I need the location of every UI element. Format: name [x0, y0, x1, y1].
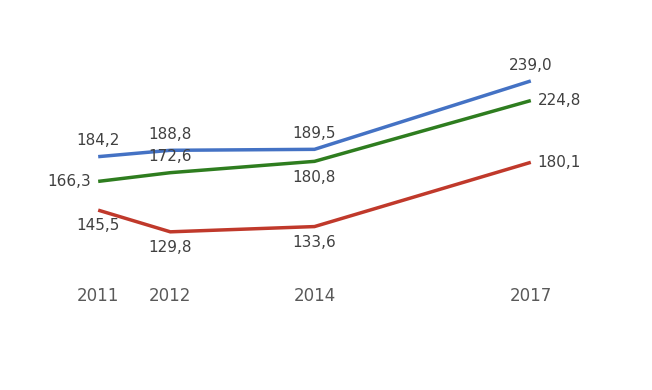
Wendy's	[166, 229, 174, 234]
Wendy's	[95, 208, 102, 213]
Text: 184,2: 184,2	[76, 133, 120, 148]
Text: 189,5: 189,5	[293, 126, 336, 141]
Text: 239,0: 239,0	[509, 58, 553, 73]
Line: Industry's average: Industry's average	[98, 101, 531, 181]
Text: 145,5: 145,5	[76, 218, 120, 234]
Industry's average	[166, 170, 174, 175]
Line: McDonald's: McDonald's	[98, 81, 531, 157]
Text: 188,8: 188,8	[149, 127, 192, 142]
Industry's average	[527, 98, 535, 103]
McDonald's	[527, 79, 535, 83]
Text: 224,8: 224,8	[538, 93, 581, 108]
Wendy's	[527, 160, 535, 165]
Text: 166,3: 166,3	[48, 174, 91, 189]
Industry's average	[310, 159, 318, 164]
Text: 133,6: 133,6	[293, 235, 336, 250]
Text: 180,8: 180,8	[293, 170, 336, 185]
McDonald's	[95, 154, 102, 159]
Industry's average	[95, 179, 102, 184]
Wendy's	[310, 224, 318, 229]
Text: 180,1: 180,1	[538, 155, 581, 170]
McDonald's	[166, 148, 174, 152]
McDonald's	[310, 147, 318, 152]
Text: 172,6: 172,6	[149, 149, 192, 164]
Text: 129,8: 129,8	[149, 240, 192, 255]
Line: Wendy's: Wendy's	[98, 162, 531, 232]
